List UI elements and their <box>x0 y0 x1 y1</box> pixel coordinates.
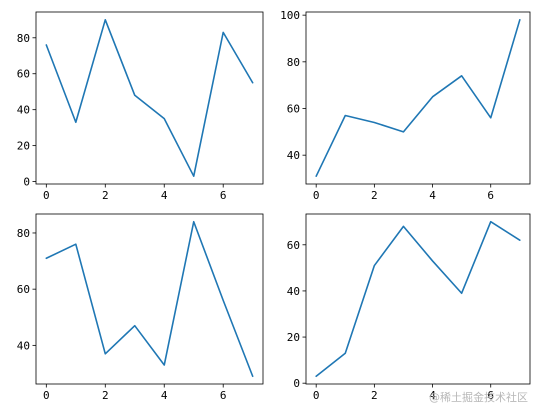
y-tick-label: 100 <box>280 9 300 22</box>
x-tick-label: 4 <box>161 189 168 202</box>
x-tick-label: 6 <box>220 389 227 402</box>
y-tick-label: 40 <box>17 104 30 117</box>
y-tick-label: 80 <box>17 227 30 240</box>
subplot-bottom-left: 0 2 4 6 40 60 80 <box>17 213 264 402</box>
y-tick-label: 60 <box>287 103 300 116</box>
y-tick-label: 20 <box>17 140 30 153</box>
x-tick-label: 4 <box>429 389 436 402</box>
x-tick-label: 6 <box>220 189 227 202</box>
x-tick-label: 0 <box>313 389 320 402</box>
series-line <box>315 220 521 378</box>
x-tick-label: 0 <box>313 189 320 202</box>
x-tick-label: 6 <box>487 389 494 402</box>
y-tick-label: 60 <box>287 239 300 252</box>
series-line <box>315 19 521 177</box>
y-tick-label: 0 <box>23 176 30 189</box>
y-tick-label: 80 <box>17 32 30 45</box>
axes-frame <box>35 213 264 385</box>
x-tick-label: 2 <box>102 389 109 402</box>
x-tick-label: 2 <box>371 189 378 202</box>
x-tick-label: 4 <box>429 189 436 202</box>
x-tick-label: 0 <box>43 389 50 402</box>
y-tick-label: 40 <box>287 285 300 298</box>
x-tick-label: 4 <box>161 389 168 402</box>
x-tick-label: 6 <box>487 189 494 202</box>
axes-frame <box>305 11 531 185</box>
x-tick-label: 2 <box>371 389 378 402</box>
watermark-text: @稀土掘金技术社区 <box>429 390 528 404</box>
y-tick-label: 60 <box>17 68 30 81</box>
y-tick-label: 80 <box>287 56 300 69</box>
y-tick-label: 60 <box>17 283 30 296</box>
subplot-top-right: 0 2 4 6 40 60 80 100 <box>280 9 531 202</box>
axes-frame <box>35 11 264 185</box>
y-tick-label: 0 <box>293 377 300 390</box>
y-tick-label: 40 <box>17 339 30 352</box>
y-tick-label: 40 <box>287 149 300 162</box>
y-tick-label: 20 <box>287 331 300 344</box>
axes-frame <box>305 213 531 385</box>
series-line <box>45 220 254 378</box>
x-tick-label: 0 <box>43 189 50 202</box>
x-tick-label: 2 <box>102 189 109 202</box>
series-line <box>45 19 254 177</box>
